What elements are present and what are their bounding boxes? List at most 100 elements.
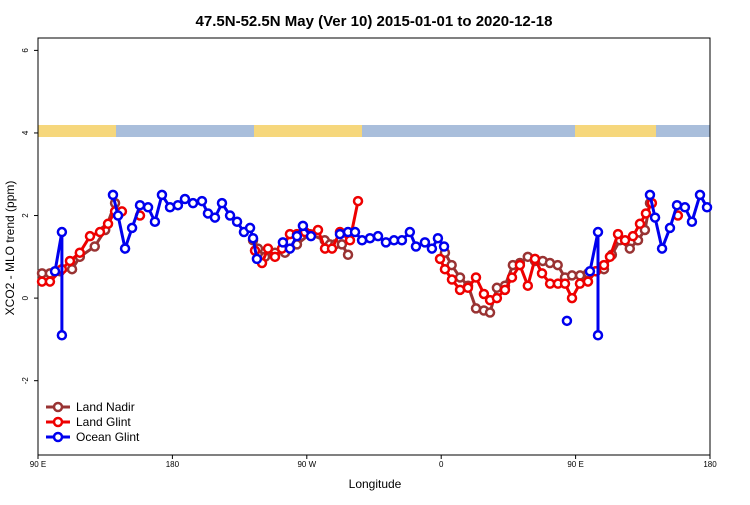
data-point bbox=[396, 235, 408, 246]
y-tick-label: 6 bbox=[21, 48, 30, 53]
data-point bbox=[172, 199, 184, 211]
x-tick-label: 90 W bbox=[297, 460, 316, 469]
data-point bbox=[694, 189, 706, 201]
data-point bbox=[701, 202, 713, 213]
data-point bbox=[56, 330, 68, 341]
data-point bbox=[634, 218, 646, 230]
legend-label: Land Nadir bbox=[76, 400, 135, 414]
data-point bbox=[484, 307, 496, 318]
data-point bbox=[305, 230, 317, 242]
data-point bbox=[342, 249, 354, 261]
data-point bbox=[686, 216, 698, 227]
data-point bbox=[559, 278, 571, 289]
data-point bbox=[380, 237, 392, 248]
data-point bbox=[536, 268, 548, 279]
data-point bbox=[619, 235, 631, 246]
data-point bbox=[470, 272, 482, 283]
data-point bbox=[244, 222, 256, 234]
data-point bbox=[627, 230, 639, 242]
data-point bbox=[604, 251, 616, 263]
data-point bbox=[247, 232, 259, 244]
x-tick-label: 90 E bbox=[30, 460, 46, 469]
legend-label: Land Glint bbox=[76, 415, 131, 429]
data-point bbox=[142, 202, 154, 213]
data-point bbox=[94, 226, 106, 238]
y-tick-label: -2 bbox=[21, 377, 30, 385]
data-point bbox=[284, 243, 296, 254]
data-point bbox=[478, 288, 490, 300]
data-point bbox=[352, 195, 364, 207]
data-point bbox=[656, 243, 668, 254]
data-point bbox=[216, 197, 228, 209]
y-tick-label: 0 bbox=[21, 295, 30, 300]
data-point bbox=[231, 216, 243, 227]
data-point bbox=[74, 247, 86, 258]
data-point bbox=[344, 235, 356, 246]
data-point bbox=[196, 195, 208, 207]
x-axis-label: Longitude bbox=[349, 477, 402, 491]
data-point bbox=[491, 292, 503, 304]
data-point bbox=[529, 253, 541, 265]
data-point bbox=[438, 241, 450, 252]
chart-title: 47.5N-52.5N May (Ver 10) 2015-01-01 to 2… bbox=[196, 13, 553, 30]
plot-frame bbox=[37, 37, 711, 456]
legend-marker bbox=[52, 431, 64, 443]
data-point bbox=[187, 197, 199, 209]
data-point bbox=[56, 226, 68, 238]
data-point bbox=[156, 189, 168, 201]
data-point bbox=[419, 237, 431, 248]
data-point bbox=[49, 266, 61, 277]
data-point bbox=[491, 282, 503, 294]
data-point bbox=[349, 226, 361, 238]
x-tick-label: 90 E bbox=[567, 460, 583, 469]
data-point bbox=[582, 276, 594, 287]
data-point bbox=[410, 241, 422, 252]
legend-marker bbox=[52, 401, 64, 413]
data-point bbox=[102, 218, 114, 230]
data-point bbox=[552, 259, 563, 271]
y-tick-label: 2 bbox=[21, 213, 30, 218]
x-tick-label: 0 bbox=[439, 460, 444, 469]
data-point bbox=[64, 255, 76, 267]
data-point bbox=[462, 282, 474, 294]
data-point bbox=[506, 272, 518, 283]
legend-label: Ocean Glint bbox=[76, 430, 140, 444]
data-point bbox=[432, 232, 444, 244]
data-point bbox=[679, 202, 691, 213]
data-point bbox=[434, 253, 446, 265]
data-point bbox=[269, 251, 281, 263]
data-point bbox=[561, 315, 573, 327]
data-point bbox=[566, 270, 578, 281]
data-point bbox=[134, 199, 146, 211]
data-point bbox=[499, 284, 511, 296]
x-tick-label: 180 bbox=[703, 460, 717, 469]
data-point bbox=[66, 263, 78, 275]
data-point bbox=[262, 243, 274, 254]
data-point bbox=[149, 216, 161, 227]
data-point bbox=[372, 230, 384, 242]
data-point bbox=[297, 220, 309, 232]
data-point bbox=[649, 212, 661, 223]
legend-marker bbox=[52, 416, 64, 428]
data-point bbox=[404, 226, 416, 238]
y-tick-label: 4 bbox=[21, 130, 30, 135]
data-point bbox=[514, 259, 526, 271]
y-axis-label: XCO2 - MLO trend (ppm) bbox=[3, 181, 17, 316]
data-point bbox=[89, 241, 100, 252]
data-point bbox=[574, 278, 586, 289]
data-point bbox=[364, 232, 376, 244]
data-point bbox=[522, 280, 534, 291]
data-point bbox=[291, 230, 303, 242]
data-point bbox=[566, 292, 578, 304]
data-point bbox=[644, 189, 656, 201]
data-point bbox=[179, 193, 191, 205]
data-point bbox=[592, 330, 604, 341]
data-point bbox=[334, 228, 346, 240]
data-point bbox=[592, 226, 604, 238]
data-point bbox=[224, 210, 236, 221]
data-point bbox=[251, 253, 263, 265]
data-point bbox=[454, 272, 466, 283]
data-point bbox=[312, 224, 324, 236]
